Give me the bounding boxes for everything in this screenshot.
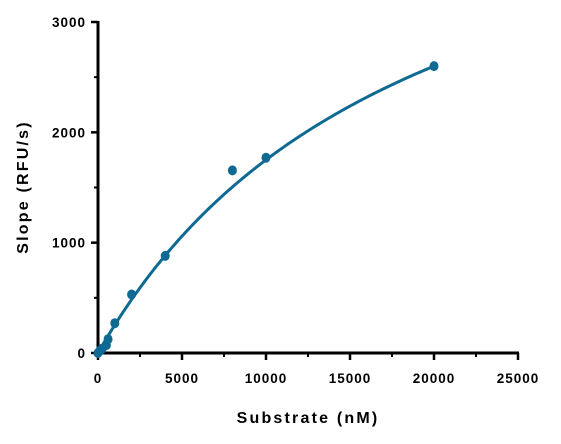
x-tick-label: 0 — [94, 371, 103, 386]
data-point — [103, 334, 113, 345]
x-tick-label: 20000 — [413, 371, 456, 386]
tick-labels: 0 5000 10000 15000 20000 25000 0 1000 2000 3000 — [52, 15, 540, 386]
y-tick-label: 0 — [77, 346, 86, 361]
data-point — [127, 289, 137, 300]
x-tick-label: 5000 — [165, 371, 199, 386]
data-points — [93, 61, 439, 358]
x-tick-label: 25000 — [497, 371, 540, 386]
data-point — [227, 165, 237, 176]
y-axis-title: Slope (RFU/s) — [15, 120, 32, 254]
data-point — [261, 152, 271, 163]
axes — [96, 21, 519, 355]
x-axis-title: Substrate (nM) — [237, 410, 380, 427]
y-tick-label: 1000 — [52, 236, 86, 251]
data-point — [110, 318, 120, 329]
x-tick-label: 10000 — [245, 371, 288, 386]
data-point — [429, 61, 439, 72]
tick-marks — [91, 20, 520, 360]
data-point — [160, 250, 170, 261]
x-tick-label: 15000 — [329, 371, 372, 386]
y-tick-label: 2000 — [52, 125, 86, 140]
fit-curve — [96, 64, 436, 355]
y-tick-label: 3000 — [52, 15, 86, 30]
